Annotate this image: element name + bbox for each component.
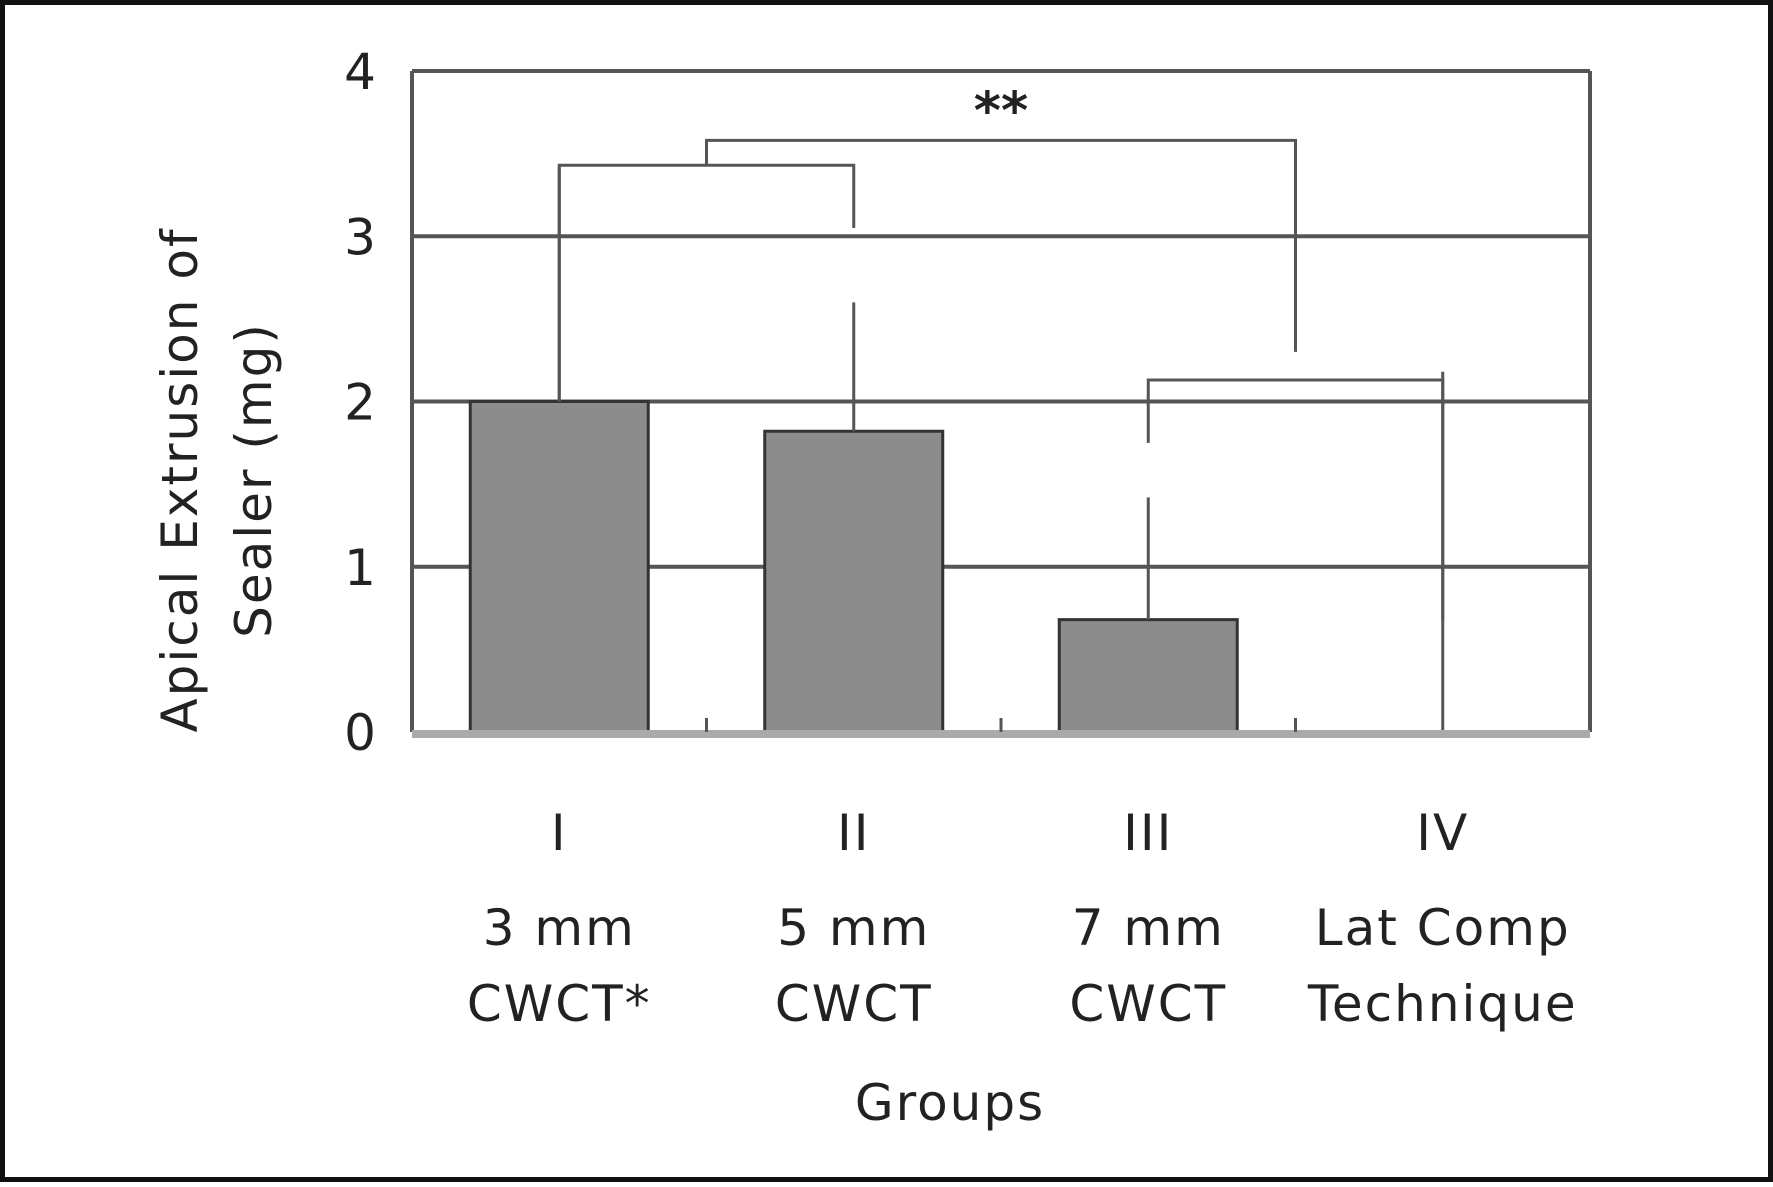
significance-brackets: ** (557, 81, 1445, 620)
y-tick-label-3: 3 (344, 208, 376, 266)
significance-label-2: ** (974, 81, 1028, 141)
y-tick-labels: 0 1 2 3 4 (344, 43, 376, 762)
bar-3 (1057, 618, 1239, 734)
x-category-label-4-line-3: Technique (1307, 975, 1578, 1033)
x-category-label-2-line-2: 5 mm (777, 899, 930, 957)
y-axis-title-line-1: Apical Extrusion of (151, 227, 209, 732)
significance-bracket-2 (705, 138, 1297, 352)
y-tick-label-0: 0 (344, 704, 376, 762)
x-category-label-4-line-1: IV (1416, 804, 1469, 862)
error-bars (557, 166, 1445, 732)
y-tick-label-1: 1 (344, 539, 376, 597)
x-category-label-1-line-2: 3 mm (483, 899, 636, 957)
bar-1 (468, 400, 650, 734)
y-tick-label-4: 4 (344, 43, 376, 101)
x-category-label-2-line-1: II (837, 804, 871, 862)
x-category-labels: I 3 mm CWCT* II 5 mm CWCT III 7 mm CWCT IV Lat Com… (467, 804, 1578, 1033)
y-axis-title-line-2: Sealer (mg) (225, 322, 283, 638)
x-category-label-3-line-3: CWCT (1069, 975, 1227, 1033)
x-category-label-1-line-3: CWCT* (467, 975, 652, 1033)
significance-bracket-3 (1146, 378, 1445, 620)
x-category-label-3-line-2: 7 mm (1072, 899, 1225, 957)
x-category-label-1-line-1: I (551, 804, 568, 862)
bar-2 (763, 429, 945, 734)
x-category-label-4-line-2: Lat Comp (1315, 899, 1571, 957)
x-category-label-3-line-1: III (1123, 804, 1173, 862)
y-axis-title: Apical Extrusion of Sealer (mg) (151, 227, 283, 732)
x-axis-title: Groups (855, 1074, 1045, 1132)
y-tick-label-2: 2 (344, 374, 376, 432)
x-category-label-2-line-3: CWCT (775, 975, 933, 1033)
plot-frame (410, 69, 1592, 738)
bar-chart: ** 0 1 2 3 4 I 3 mm CWCT* II 5 mm CWCT III 7 mm CWCT… (151, 43, 1592, 1132)
significance-bracket-1 (557, 163, 856, 402)
